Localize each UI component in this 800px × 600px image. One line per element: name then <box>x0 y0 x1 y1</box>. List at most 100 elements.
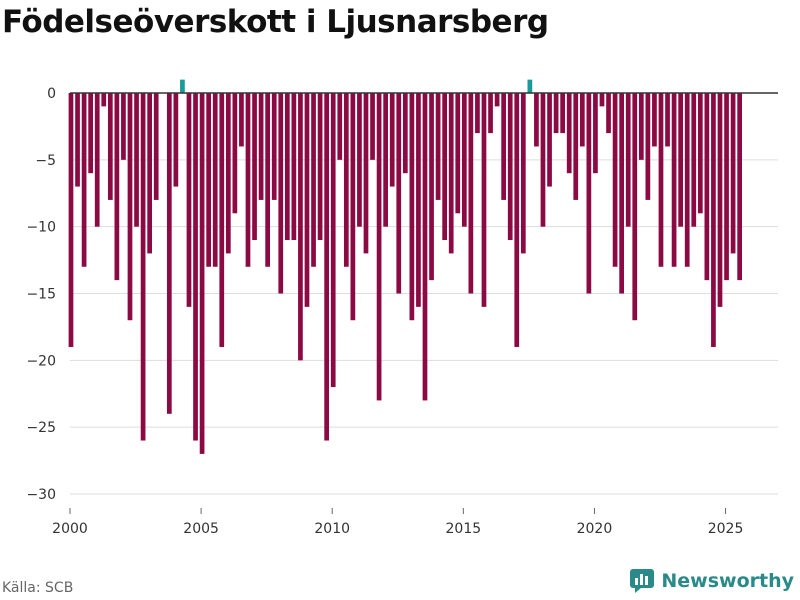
bar <box>330 93 336 388</box>
bar <box>376 93 382 401</box>
y-tick-label: −25 <box>26 420 56 436</box>
bar <box>619 93 625 294</box>
bar <box>291 93 297 241</box>
bar <box>258 93 264 200</box>
bar <box>697 93 703 214</box>
bar <box>304 93 310 307</box>
bar <box>245 93 251 267</box>
bar <box>232 93 238 214</box>
bar <box>317 93 323 241</box>
bar <box>153 93 159 200</box>
bar <box>278 93 284 294</box>
bar <box>239 93 244 147</box>
bar <box>678 93 684 227</box>
bar <box>468 93 474 294</box>
bar <box>553 93 559 134</box>
bar <box>94 93 100 227</box>
x-tick-label: 2005 <box>183 521 219 537</box>
bar <box>114 93 120 281</box>
bar <box>540 93 546 227</box>
bar <box>350 93 356 321</box>
bar <box>186 93 192 307</box>
bar <box>88 93 94 174</box>
bar <box>271 93 277 200</box>
bar <box>514 93 520 347</box>
bar <box>173 93 179 187</box>
y-tick-label: −5 <box>35 153 56 169</box>
bar <box>147 93 153 254</box>
brand-logo: Newsworthy <box>629 568 794 594</box>
bar <box>566 93 572 174</box>
bar <box>717 93 723 307</box>
bar <box>422 93 428 401</box>
bar <box>225 93 231 254</box>
bar <box>396 93 402 294</box>
bar <box>658 93 664 267</box>
bar <box>586 93 592 294</box>
y-tick-label: −10 <box>26 220 56 236</box>
x-tick-label: 2010 <box>314 521 350 537</box>
bar <box>691 93 697 227</box>
chart-title: Födelseöverskott i Ljusnarsberg <box>2 4 549 40</box>
bar <box>481 93 487 307</box>
bar <box>724 93 729 281</box>
bar <box>665 93 670 147</box>
bar <box>547 93 552 187</box>
x-tick-label: 2020 <box>577 521 613 537</box>
y-tick-label: −30 <box>26 487 56 503</box>
bar <box>265 93 271 267</box>
bar <box>632 93 638 321</box>
bar <box>507 93 513 241</box>
bar <box>579 93 585 147</box>
bar <box>81 93 87 267</box>
source-label: Källa: SCB <box>2 580 74 596</box>
bar <box>357 93 362 227</box>
newsworthy-logo-icon <box>630 569 655 593</box>
bar <box>219 93 225 347</box>
x-tick-label: 2015 <box>446 521 482 537</box>
bar <box>593 93 598 174</box>
bar <box>409 93 415 321</box>
bar <box>134 93 139 227</box>
bar <box>75 93 80 187</box>
bar <box>101 93 107 107</box>
bar <box>383 93 389 227</box>
bar <box>488 93 493 134</box>
bar <box>435 93 441 200</box>
bar <box>737 93 743 281</box>
bar <box>599 93 605 107</box>
bar <box>127 93 133 321</box>
bar <box>501 93 507 200</box>
bars <box>68 79 743 454</box>
bar <box>121 93 126 160</box>
bar <box>252 93 257 241</box>
bar <box>311 93 316 267</box>
bar <box>448 93 454 254</box>
bar <box>298 93 303 361</box>
bar <box>573 93 579 200</box>
bar <box>638 93 644 160</box>
bar <box>711 93 716 347</box>
y-tick-label: −15 <box>26 287 56 303</box>
bar <box>206 93 212 267</box>
bar <box>429 93 434 281</box>
bar <box>442 93 448 241</box>
bar <box>730 93 736 254</box>
bar <box>68 93 74 347</box>
x-axis-ticks: 2000 2005 2010 2015 2020 2025 <box>52 508 743 537</box>
brand-name: Newsworthy <box>661 570 794 592</box>
bar <box>107 93 113 200</box>
bar <box>494 93 500 107</box>
bar <box>612 93 618 267</box>
bar <box>560 93 566 134</box>
bar <box>645 93 651 200</box>
bar <box>461 93 467 227</box>
bar-positive <box>527 79 533 93</box>
bar <box>671 93 677 267</box>
bar <box>389 93 395 187</box>
bar <box>606 93 611 134</box>
bar <box>684 93 690 267</box>
bar <box>363 93 369 254</box>
bar <box>166 93 172 414</box>
bar <box>140 93 146 441</box>
